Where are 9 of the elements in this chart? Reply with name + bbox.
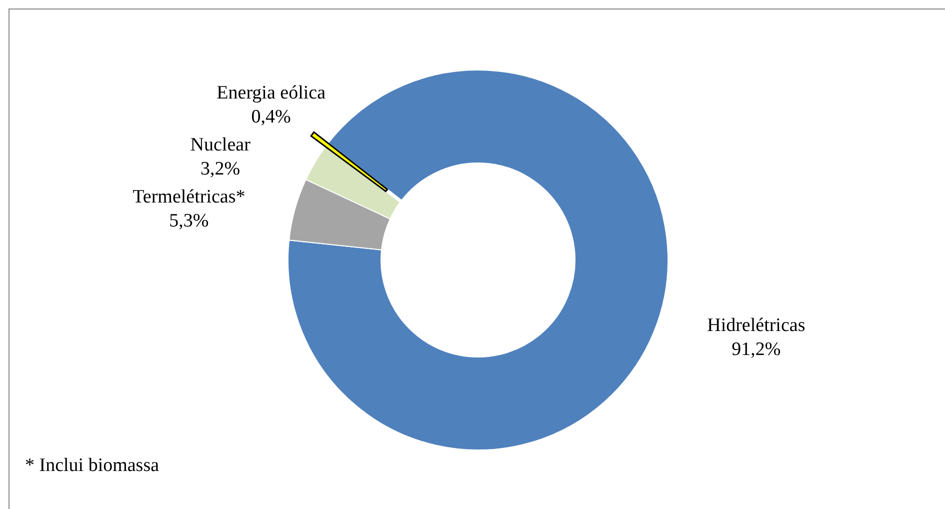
slice-label: Energia eólica <box>216 82 326 104</box>
data-label: 5,3% <box>169 210 209 232</box>
data-label: 91,2% <box>732 338 781 360</box>
slice-label: Termelétricas* <box>132 186 246 208</box>
slice-label: Hidrelétricas <box>707 314 806 336</box>
data-label: 3,2% <box>200 158 240 180</box>
data-label: 0,4% <box>251 106 292 128</box>
slice-label: Nuclear <box>190 134 252 156</box>
text: * Inclui biomassa <box>25 455 160 476</box>
